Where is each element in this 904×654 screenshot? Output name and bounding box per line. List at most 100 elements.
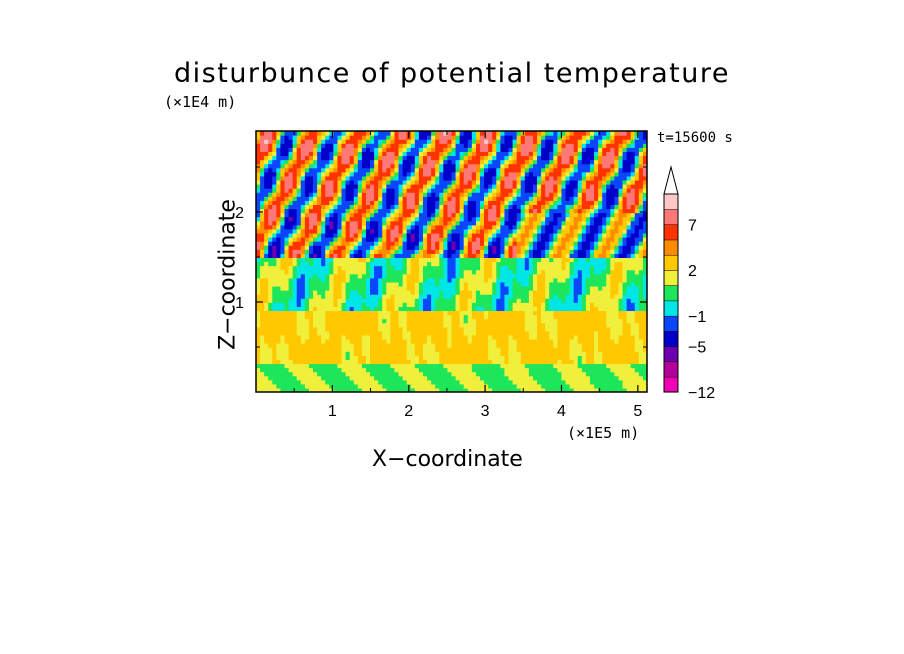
heatmap-cell: [528, 281, 534, 287]
heatmap-cell: [382, 355, 387, 360]
heatmap-cell: [292, 257, 298, 263]
heatmap-cell: [304, 265, 310, 271]
heatmap-cell: [276, 155, 282, 161]
heatmap-cell: [341, 188, 347, 193]
heatmap-cell: [365, 196, 371, 201]
heatmap-cell: [508, 135, 514, 140]
heatmap-cell: [370, 285, 375, 291]
heatmap-cell: [537, 314, 542, 320]
heatmap-cell: [565, 143, 571, 148]
heatmap-cell: [276, 326, 282, 332]
heatmap-cell: [504, 375, 510, 381]
heatmap-cell: [553, 224, 558, 230]
heatmap-cell: [288, 375, 294, 381]
heatmap-cell: [304, 351, 310, 356]
heatmap-cell: [402, 294, 408, 299]
heatmap-cell: [390, 322, 396, 328]
heatmap-cell: [492, 228, 497, 234]
heatmap-cell: [480, 387, 485, 392]
heatmap-cell: [443, 338, 449, 344]
heatmap-cell: [313, 163, 318, 169]
heatmap-cell: [524, 334, 530, 340]
heatmap-cell: [541, 359, 546, 365]
heatmap-cell: [439, 208, 444, 214]
heatmap-cell: [435, 167, 440, 173]
heatmap-cell: [455, 196, 461, 201]
heatmap-cell: [524, 147, 530, 152]
heatmap-cell: [402, 363, 408, 369]
heatmap-cell: [378, 273, 383, 279]
heatmap-cell: [435, 212, 440, 218]
heatmap-cell: [520, 367, 526, 373]
heatmap-cell: [508, 261, 514, 267]
heatmap-cell: [272, 167, 277, 173]
heatmap-cell: [414, 322, 420, 328]
heatmap-cell: [422, 184, 428, 189]
heatmap-cell: [321, 163, 326, 169]
heatmap-cell: [512, 285, 518, 291]
heatmap-cell: [488, 359, 493, 365]
heatmap-cell: [471, 155, 477, 161]
heatmap-cell: [504, 273, 510, 279]
heatmap-cell: [451, 326, 457, 332]
heatmap-cell: [545, 224, 550, 230]
heatmap-cell: [398, 355, 404, 360]
heatmap-cell: [475, 290, 481, 295]
heatmap-cell: [341, 265, 347, 271]
heatmap-cell: [341, 131, 347, 136]
heatmap-cell: [422, 265, 428, 271]
heatmap-cell: [341, 135, 347, 140]
heatmap-cell: [455, 216, 461, 222]
heatmap-cell: [451, 379, 457, 385]
heatmap-cell: [451, 338, 457, 344]
heatmap-cell: [394, 334, 400, 340]
heatmap-cell: [549, 184, 554, 189]
heatmap-cell: [256, 237, 261, 242]
heatmap-cell: [524, 220, 530, 226]
heatmap-cell: [414, 208, 420, 214]
heatmap-cell: [492, 159, 497, 165]
heatmap-cell: [447, 285, 453, 291]
heatmap-cell: [382, 143, 387, 148]
heatmap-cell: [292, 310, 298, 316]
heatmap-cell: [353, 208, 359, 214]
heatmap-cell: [455, 347, 461, 352]
heatmap-cell: [443, 204, 449, 210]
heatmap-cell: [459, 208, 465, 214]
heatmap-cell: [406, 253, 412, 259]
heatmap-cell: [394, 216, 400, 222]
heatmap-cell: [374, 302, 379, 307]
heatmap-cell: [292, 302, 298, 307]
heatmap-cell: [561, 351, 567, 356]
heatmap-cell: [447, 355, 453, 360]
heatmap-cell: [390, 175, 396, 181]
heatmap-cell: [435, 220, 440, 226]
heatmap-cell: [256, 351, 261, 356]
heatmap-cell: [341, 249, 347, 254]
heatmap-cell: [361, 269, 367, 275]
heatmap-cell: [317, 208, 322, 214]
heatmap-cell: [272, 224, 277, 230]
heatmap-cell: [520, 147, 526, 152]
heatmap-cell: [260, 241, 265, 246]
heatmap-cell: [484, 167, 489, 173]
heatmap-cell: [398, 179, 404, 185]
heatmap-cell: [256, 355, 261, 360]
heatmap-cell: [537, 147, 542, 152]
heatmap-cell: [528, 310, 534, 316]
heatmap-cell: [304, 139, 310, 144]
heatmap-cell: [365, 281, 371, 287]
heatmap-cell: [321, 281, 326, 287]
heatmap-cell: [512, 212, 518, 218]
heatmap-cell: [557, 269, 563, 275]
heatmap-cell: [304, 318, 310, 324]
heatmap-cell: [569, 232, 575, 238]
heatmap-cell: [280, 159, 286, 165]
heatmap-cell: [345, 192, 351, 197]
heatmap-cell: [463, 355, 469, 360]
heatmap-cell: [370, 269, 375, 275]
heatmap-cell: [300, 147, 306, 152]
heatmap-cell: [308, 184, 314, 189]
heatmap-cell: [435, 204, 440, 210]
